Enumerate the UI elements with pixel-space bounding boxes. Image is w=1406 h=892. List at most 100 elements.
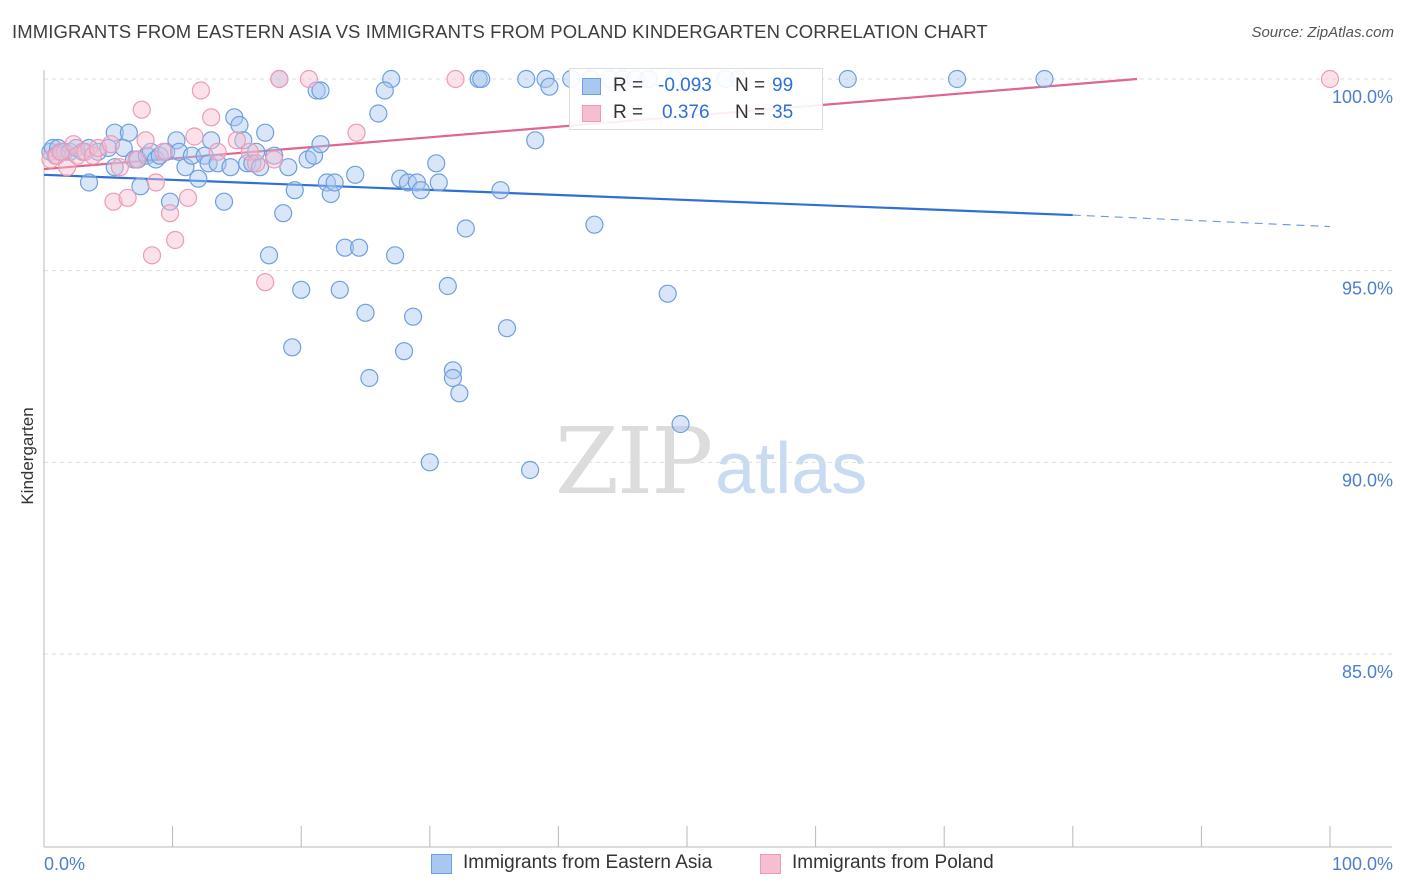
- point-eastern-asia: [658, 284, 677, 303]
- point-poland: [166, 230, 185, 250]
- point-poland: [208, 142, 227, 161]
- point-eastern-asia: [346, 165, 365, 184]
- point-eastern-asia: [311, 81, 330, 100]
- point-eastern-asia: [105, 123, 124, 142]
- legend-n-value: 99: [772, 75, 794, 96]
- point-eastern-asia: [221, 158, 240, 177]
- axes: [43, 70, 1392, 848]
- point-eastern-asia: [265, 146, 284, 165]
- point-eastern-asia: [429, 173, 448, 192]
- point-poland: [118, 188, 137, 207]
- point-eastern-asia: [443, 368, 463, 388]
- point-eastern-asia: [214, 192, 234, 211]
- point-poland: [270, 69, 289, 89]
- point-eastern-asia: [385, 246, 405, 265]
- point-poland: [191, 81, 210, 100]
- point-eastern-asia: [79, 173, 99, 192]
- point-eastern-asia: [119, 123, 138, 142]
- point-eastern-asia: [369, 104, 388, 123]
- point-poland: [240, 142, 259, 161]
- point-eastern-asia: [182, 146, 201, 165]
- bottom-legend-swatch-pink: [760, 854, 781, 874]
- point-eastern-asia: [274, 204, 293, 223]
- point-poland: [446, 69, 465, 89]
- y-axis-title: Kindergarten: [18, 407, 37, 504]
- point-eastern-asia: [497, 319, 517, 338]
- point-poland: [160, 204, 180, 223]
- legend-r-value: 0.376: [662, 102, 710, 123]
- point-eastern-asia: [335, 238, 355, 257]
- point-eastern-asia: [420, 453, 439, 472]
- bottom-legend-label: Immigrants from Eastern Asia: [463, 852, 713, 873]
- point-eastern-asia: [325, 173, 344, 192]
- point-eastern-asia: [838, 69, 857, 89]
- point-poland: [58, 158, 77, 177]
- point-eastern-asia: [292, 280, 311, 299]
- point-eastern-asia: [360, 368, 379, 388]
- legend-n-label: N =: [735, 102, 766, 123]
- point-eastern-asia: [450, 384, 469, 403]
- point-poland: [154, 142, 173, 161]
- point-eastern-asia: [321, 184, 340, 204]
- point-eastern-asia: [472, 69, 491, 89]
- legend-r-label: R =: [613, 102, 644, 123]
- point-eastern-asia: [176, 158, 195, 177]
- point-eastern-asia: [521, 460, 540, 480]
- chart-title: IMMIGRANTS FROM EASTERN ASIA VS IMMIGRAN…: [12, 21, 988, 42]
- legend-r-label: R =: [613, 75, 644, 96]
- point-eastern-asia: [456, 219, 475, 238]
- legend-r-value: -0.093: [658, 75, 712, 96]
- point-eastern-asia: [403, 307, 423, 326]
- point-eastern-asia: [189, 169, 208, 188]
- point-eastern-asia: [517, 69, 536, 89]
- point-eastern-asia: [1035, 69, 1054, 89]
- y-tick-label: 90.0%: [1342, 470, 1393, 490]
- point-poland: [185, 127, 204, 146]
- point-eastern-asia: [671, 414, 690, 434]
- watermark-zip: ZIP: [555, 408, 713, 515]
- point-poland: [178, 188, 198, 207]
- point-eastern-asia: [304, 146, 324, 165]
- point-poland: [132, 100, 151, 119]
- point-eastern-asia: [382, 69, 401, 89]
- axis-labels: 85.0% 90.0% 95.0% 100.0% 0.0% 100.0% Kindergar…: [18, 87, 1393, 874]
- point-eastern-asia: [438, 276, 457, 296]
- watermark: ZIPatlas: [555, 408, 867, 515]
- point-eastern-asia: [427, 154, 446, 173]
- point-poland: [127, 150, 146, 169]
- point-eastern-asia: [256, 123, 275, 142]
- point-eastern-asia: [947, 69, 967, 89]
- point-eastern-asia: [285, 181, 304, 200]
- x-tick-label: 100.0%: [1332, 854, 1393, 874]
- correlation-legend: R = -0.093 N = 99 R = 0.376 N = 35: [569, 68, 823, 130]
- point-poland: [110, 158, 129, 177]
- legend-n-label: N =: [735, 75, 766, 96]
- trend-line-eastern-asia: [43, 173, 1073, 217]
- point-poland: [1320, 69, 1340, 89]
- point-poland: [265, 150, 284, 169]
- bottom-legend-swatch-blue: [431, 854, 452, 874]
- point-eastern-asia: [167, 131, 186, 150]
- point-eastern-asia: [356, 303, 375, 322]
- y-tick-label: 100.0%: [1332, 87, 1393, 107]
- point-poland: [202, 108, 221, 127]
- point-eastern-asia: [234, 131, 253, 150]
- legend-swatch-pink: [582, 105, 601, 122]
- point-poland: [104, 192, 123, 211]
- x-tick-label: 0.0%: [44, 854, 85, 874]
- point-eastern-asia: [230, 115, 249, 135]
- point-poland: [227, 131, 246, 150]
- source-label: Source: ZipAtlas.com: [1251, 24, 1394, 41]
- point-eastern-asia: [394, 342, 414, 361]
- point-eastern-asia: [375, 81, 394, 100]
- point-eastern-asia: [317, 173, 337, 192]
- point-poland: [101, 135, 120, 154]
- point-eastern-asia: [491, 181, 510, 200]
- y-tick-label: 85.0%: [1342, 662, 1393, 682]
- point-eastern-asia: [105, 158, 124, 177]
- point-eastern-asia: [311, 135, 330, 154]
- point-eastern-asia: [330, 280, 349, 299]
- point-poland: [136, 131, 155, 150]
- point-eastern-asia: [283, 338, 302, 357]
